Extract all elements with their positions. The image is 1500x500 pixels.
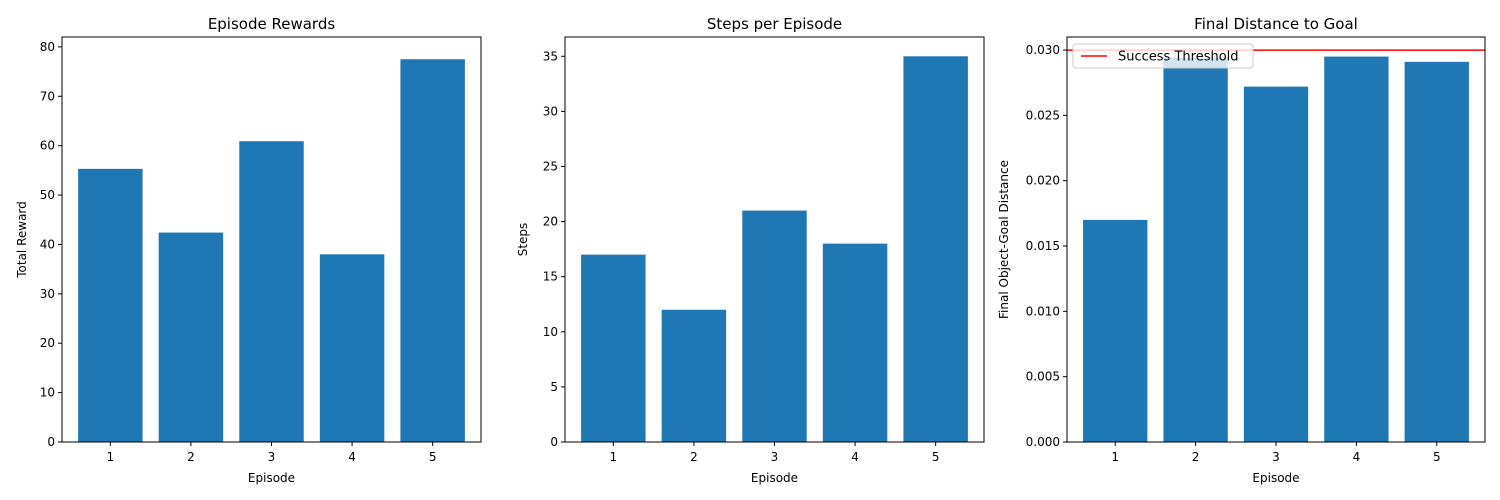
bar-episode-4 bbox=[319, 254, 385, 442]
bar-episode-1 bbox=[581, 254, 646, 442]
y-tick-label: 70 bbox=[40, 89, 55, 103]
bar-episode-5 bbox=[903, 56, 968, 443]
bar-episode-1 bbox=[78, 168, 143, 442]
bar-episode-5 bbox=[1404, 61, 1469, 443]
x-tick-label: 2 bbox=[690, 450, 698, 464]
y-tick-label: 20 bbox=[543, 215, 558, 229]
x-axis-label: Episode bbox=[751, 471, 798, 485]
legend: Success Threshold bbox=[1072, 43, 1254, 69]
y-tick-label: 15 bbox=[543, 270, 558, 284]
y-tick-label: 10 bbox=[40, 386, 55, 400]
x-tick-label: 4 bbox=[1353, 450, 1361, 464]
y-tick-label: 30 bbox=[40, 287, 55, 301]
y-tick-label: 0.030 bbox=[1026, 43, 1060, 57]
chart-title: Final Distance to Goal bbox=[1194, 15, 1358, 33]
bar-episode-1 bbox=[1083, 219, 1148, 442]
bar-episode-3 bbox=[239, 141, 304, 442]
y-axis-label: Final Object-Goal Distance bbox=[997, 160, 1011, 319]
x-tick-label: 5 bbox=[429, 450, 437, 464]
chart-steps-per-episode: 1 2 3 4 5 0 5 10 15 20 25 30 35 Steps per Episode Epis… bbox=[516, 15, 985, 485]
bar-episode-4 bbox=[822, 243, 888, 442]
x-tick-label: 3 bbox=[268, 450, 276, 464]
y-axis-label: Total Reward bbox=[15, 201, 29, 279]
bar-episode-3 bbox=[1243, 86, 1309, 442]
legend-box bbox=[1072, 43, 1254, 69]
chart-title: Steps per Episode bbox=[707, 15, 842, 33]
x-axis-label: Episode bbox=[248, 471, 295, 485]
y-tick-label: 40 bbox=[40, 237, 55, 251]
y-tick-label: 0.015 bbox=[1026, 239, 1060, 253]
bar-episode-4 bbox=[1324, 56, 1389, 443]
x-tick-label: 3 bbox=[1272, 450, 1280, 464]
y-axis-label: Steps bbox=[516, 223, 530, 257]
bar-episode-2 bbox=[1163, 57, 1228, 442]
y-tick-label: 0.020 bbox=[1026, 174, 1060, 188]
y-tick-label: 25 bbox=[543, 159, 558, 173]
bar-episode-2 bbox=[158, 232, 224, 442]
y-tick-label: 30 bbox=[543, 104, 558, 118]
chart-title: Episode Rewards bbox=[208, 15, 336, 33]
y-tick-label: 10 bbox=[543, 325, 558, 339]
y-tick-label: 0.025 bbox=[1026, 108, 1060, 122]
y-tick-label: 0 bbox=[550, 435, 558, 449]
x-tick-label: 2 bbox=[187, 450, 195, 464]
y-tick-label: 0.010 bbox=[1026, 304, 1060, 318]
bar-episode-5 bbox=[400, 59, 465, 442]
x-tick-label: 5 bbox=[1433, 450, 1441, 464]
x-tick-label: 5 bbox=[932, 450, 940, 464]
y-tick-label: 0 bbox=[47, 435, 55, 449]
y-tick-label: 50 bbox=[40, 188, 55, 202]
bar-episode-2 bbox=[661, 309, 727, 442]
legend-label: Success Threshold bbox=[1118, 50, 1239, 65]
x-tick-label: 2 bbox=[1192, 450, 1200, 464]
y-tick-label: 20 bbox=[40, 336, 55, 350]
bar-episode-3 bbox=[742, 210, 807, 442]
x-axis-label: Episode bbox=[1252, 471, 1299, 485]
x-tick-label: 1 bbox=[107, 450, 115, 464]
x-tick-label: 4 bbox=[348, 450, 356, 464]
y-tick-label: 80 bbox=[40, 40, 55, 54]
y-tick-label: 60 bbox=[40, 139, 55, 153]
y-tick-label: 0.005 bbox=[1026, 370, 1060, 384]
y-tick-label: 0.000 bbox=[1026, 435, 1060, 449]
y-tick-label: 35 bbox=[543, 49, 558, 63]
x-tick-label: 4 bbox=[851, 450, 859, 464]
chart-final-distance: 1 2 3 4 5 0.000 0.005 0.010 0.015 0.020 0.025 0.030… bbox=[997, 15, 1486, 485]
x-tick-label: 1 bbox=[1111, 450, 1119, 464]
x-tick-label: 3 bbox=[771, 450, 779, 464]
y-tick-label: 5 bbox=[550, 380, 558, 394]
x-tick-label: 1 bbox=[610, 450, 618, 464]
